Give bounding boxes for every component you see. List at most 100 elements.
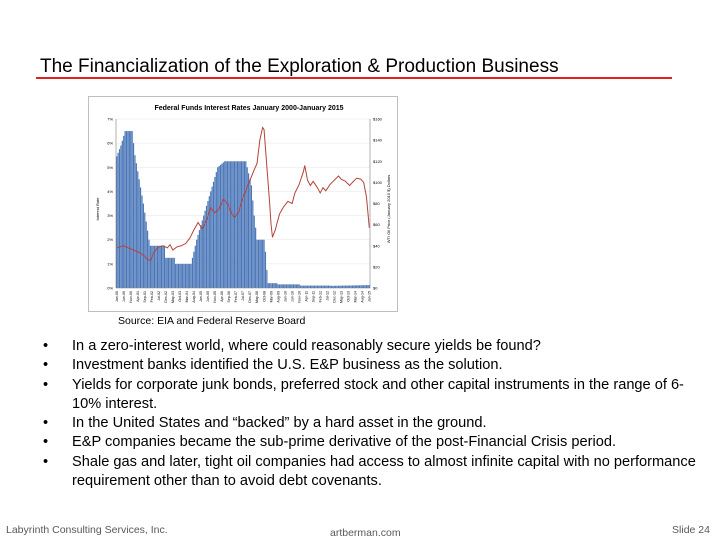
interest-rate-bar [211,186,213,288]
interest-rate-bar [349,285,351,288]
interest-rate-bar [203,215,205,288]
interest-rate-bar [184,263,187,288]
interest-rate-bar [304,285,306,288]
bullet-item: • In a zero-interest world, where could r… [40,337,700,356]
x-tick-label: Aug-04 [192,291,196,303]
left-axis-ticks: 0% 1% 2% 3% 4% 5% 6% 7% [107,117,113,291]
interest-rate-bar [176,263,178,288]
interest-rate-bar [166,257,168,288]
interest-rate-bar [231,161,233,288]
interest-rate-bar [364,285,366,288]
y2-tick-label: $0 [373,286,378,291]
interest-rate-bar [233,161,236,288]
interest-rate-bar [182,263,184,288]
interest-rate-bar [229,161,231,288]
interest-rate-bar [351,285,354,288]
x-tick-label: Jun-10 [290,291,294,302]
interest-rate-bar [148,239,150,288]
interest-rate-bar [273,283,275,288]
x-tick-label: May-13 [339,291,343,303]
interest-rate-bar [161,245,163,288]
interest-rate-bar [214,176,216,288]
interest-rate-bar [173,257,175,288]
interest-rate-bar [257,239,260,288]
interest-rate-bar [290,284,292,288]
interest-rate-bar [123,135,125,288]
y-tick-label: 6% [107,141,113,146]
interest-rate-bar [357,285,359,288]
interest-rate-bar [186,263,188,288]
interest-rate-bar [162,245,164,288]
x-tick-label: Oct-13 [346,291,350,302]
interest-rate-bar [152,245,154,288]
x-tick-label: Apr-11 [304,291,308,302]
interest-rate-bar [201,220,203,288]
bullet-text: E&P companies became the sub-prime deriv… [72,434,617,451]
interest-rate-bar [175,263,177,288]
interest-rate-bar [134,155,136,288]
interest-rate-bar [200,225,202,288]
x-tick-label: Feb-12 [318,291,322,302]
x-tick-label: Nov-05 [213,291,217,303]
interest-rate-bar [335,285,337,288]
interest-rate-bar [139,187,142,288]
x-tick-label: Jan-00 [115,291,119,302]
interest-rate-bar [350,285,352,288]
chart-title: Federal Funds Interest Rates January 200… [154,105,343,112]
y-tick-label: 4% [107,189,113,194]
interest-rate-bar [256,239,258,288]
footer-company: Labyrinth Consulting Services, Inc. [6,524,168,536]
interest-rate-bar [315,285,317,288]
interest-rate-bar [172,257,174,288]
interest-rate-bar [326,285,328,288]
x-tick-label: Jul-02 [157,291,161,301]
interest-rate-bar [316,285,318,288]
interest-rate-bar [168,257,170,288]
interest-rate-bar [132,143,135,288]
interest-rate-bar [294,284,296,288]
interest-rate-bar [360,285,362,288]
interest-rate-bar [322,285,324,288]
bullet-item: • In the United States and “backed” by a … [40,414,700,433]
bullet-item: • Shale gas and later, tight oil companie… [40,453,700,492]
interest-rate-bar [149,245,151,288]
bullet-text: Investment banks identified the U.S. E&P… [72,357,503,374]
interest-rate-bar [306,285,309,288]
x-tick-label: Feb-02 [150,291,154,302]
interest-rate-bar [361,285,363,288]
bullet-list: • In a zero-interest world, where could r… [40,337,700,491]
interest-rate-bar [246,167,248,288]
x-tick-label: Jun-00 [122,291,126,302]
bullet-text: Shale gas and later, tight oil companies… [72,453,696,490]
interest-rate-bar [125,131,128,288]
interest-rate-bar [198,230,201,288]
x-tick-label: Nov-10 [297,291,301,303]
interest-rate-bar [207,201,209,288]
bullet-dot: • [43,357,49,374]
interest-rate-bar [284,284,286,288]
interest-rate-bar [128,131,130,288]
title-underline [36,77,672,79]
interest-rate-bar [153,245,156,288]
interest-rate-bar [363,285,365,288]
interest-rate-bar [135,163,137,288]
interest-rate-bar [155,245,157,288]
interest-rate-bar [270,283,272,288]
y2-tick-label: $140 [373,138,383,143]
interest-rate-bar [236,161,238,288]
bullet-dot: • [43,415,49,432]
interest-rate-bar [353,285,355,288]
interest-rate-bar [342,285,344,288]
interest-rate-bar [323,285,325,288]
bullet-dot: • [43,376,49,393]
interest-rate-bar [180,263,182,288]
interest-rate-bar [262,239,264,288]
x-tick-label: Dec-12 [332,291,336,303]
x-axis-ticks: Jan-00 Jun-00 Nov-00 Apr-01 Sep-01 Feb-02 Jul-… [115,291,372,303]
interest-rate-bar [291,284,293,288]
interest-rate-bar [144,212,146,288]
interest-rate-bar [299,285,302,288]
interest-rate-bar [330,285,333,288]
bullet-item: • Investment banks identified the U.S. E&… [40,356,700,375]
interest-rate-bar [228,161,230,288]
